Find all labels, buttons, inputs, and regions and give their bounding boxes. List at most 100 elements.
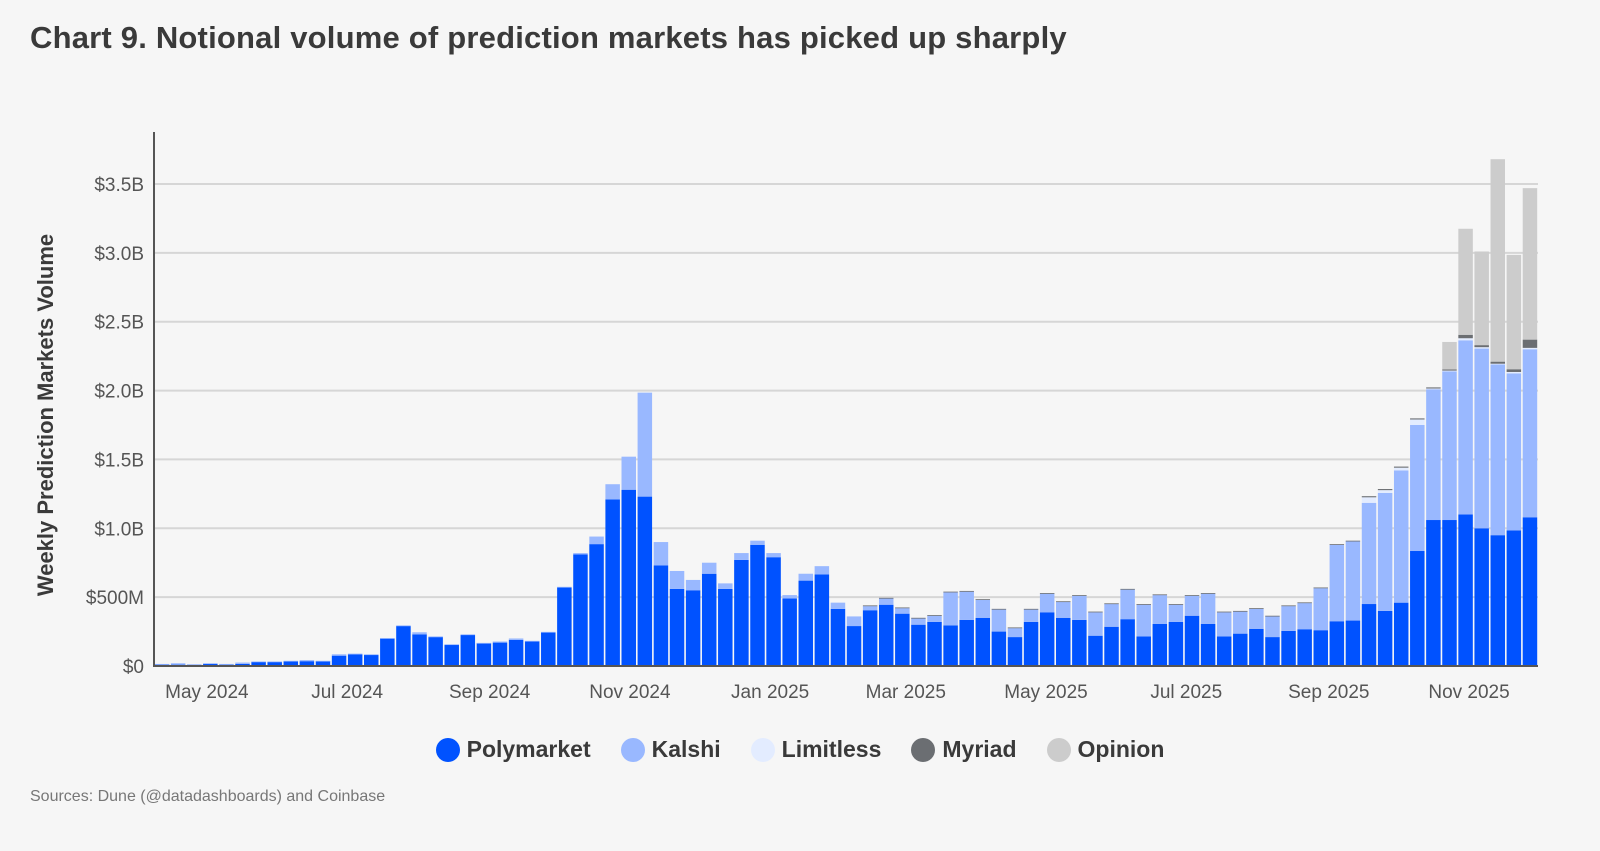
bar-kalshi bbox=[492, 641, 508, 643]
bar-kalshi bbox=[589, 536, 604, 545]
bar-polymarket bbox=[1313, 630, 1328, 666]
bar-polymarket bbox=[718, 588, 733, 666]
bar-kalshi bbox=[701, 562, 717, 574]
bar-polymarket bbox=[1329, 621, 1345, 666]
bar-myriad bbox=[1152, 594, 1168, 596]
bar-kalshi bbox=[460, 634, 476, 636]
bar-kalshi bbox=[1329, 544, 1345, 622]
bar-polymarket bbox=[975, 617, 991, 666]
bar-polymarket bbox=[621, 489, 636, 666]
bar-polymarket bbox=[830, 608, 846, 666]
bar-opinion bbox=[1522, 188, 1538, 340]
legend-label: Limitless bbox=[781, 736, 882, 762]
legend-label: Myriad bbox=[942, 736, 1017, 762]
bar-polymarket bbox=[476, 643, 492, 666]
bar-polymarket bbox=[1522, 517, 1538, 666]
x-tick-label: Sep 2024 bbox=[449, 682, 531, 703]
y-tick-label: $2.5B bbox=[94, 313, 144, 334]
bar-polymarket bbox=[814, 574, 830, 666]
bar-polymarket bbox=[750, 544, 765, 666]
bar-myriad bbox=[895, 607, 910, 609]
bar-myriad bbox=[1490, 361, 1506, 364]
bar-myriad bbox=[1345, 540, 1361, 542]
bar-polymarket bbox=[267, 661, 282, 666]
bar-kalshi bbox=[1313, 588, 1328, 631]
bar-myriad bbox=[1056, 601, 1071, 603]
bar-polymarket bbox=[1152, 623, 1168, 666]
bar-polymarket bbox=[1410, 551, 1425, 666]
bar-polymarket bbox=[1297, 629, 1312, 666]
bar-kalshi bbox=[283, 660, 299, 662]
bar-kalshi bbox=[1377, 492, 1393, 611]
bar-kalshi bbox=[1361, 502, 1377, 605]
bar-opinion bbox=[1474, 251, 1489, 346]
bar-polymarket bbox=[1265, 637, 1280, 666]
bar-kalshi bbox=[1216, 612, 1232, 637]
bar-kalshi bbox=[1136, 604, 1151, 637]
bar-myriad bbox=[975, 599, 991, 601]
bar-kalshi bbox=[267, 661, 282, 663]
x-tick-label: May 2024 bbox=[165, 682, 249, 703]
bar-kalshi bbox=[1490, 364, 1506, 536]
bar-kalshi bbox=[1152, 595, 1168, 624]
bar-polymarket bbox=[1072, 619, 1087, 666]
bar-polymarket bbox=[283, 661, 299, 666]
bar-polymarket bbox=[1039, 612, 1055, 666]
bar-polymarket bbox=[589, 544, 604, 666]
opinion-swatch-icon bbox=[1046, 737, 1071, 762]
bar-polymarket bbox=[1120, 619, 1135, 666]
bar-kalshi bbox=[750, 540, 765, 545]
legend-label: Polymarket bbox=[466, 736, 591, 762]
bar-kalshi bbox=[685, 579, 701, 591]
x-tick-label: Mar 2025 bbox=[866, 682, 946, 703]
bar-kalshi bbox=[170, 663, 186, 665]
bar-myriad bbox=[1426, 387, 1441, 389]
bar-kalshi bbox=[541, 631, 556, 633]
bar-kalshi bbox=[524, 640, 540, 642]
x-tick-label: Jul 2024 bbox=[311, 682, 383, 703]
gridlines bbox=[154, 183, 1538, 599]
bar-myriad bbox=[1184, 595, 1200, 596]
myriad-swatch-icon bbox=[911, 737, 936, 762]
bar-limitless bbox=[1442, 370, 1457, 372]
x-tick-label: Sep 2025 bbox=[1288, 682, 1369, 703]
bar-polymarket bbox=[1233, 633, 1248, 666]
bar-polymarket bbox=[1506, 530, 1522, 666]
bar-kalshi bbox=[1007, 628, 1023, 638]
bar-polymarket bbox=[460, 635, 476, 666]
bar-polymarket bbox=[1458, 514, 1473, 666]
bar-polymarket bbox=[1136, 636, 1151, 666]
bar-opinion bbox=[1442, 341, 1457, 370]
bar-polymarket bbox=[685, 590, 701, 666]
bar-opinion bbox=[1458, 228, 1473, 335]
bar-kalshi bbox=[444, 644, 459, 646]
bar-polymarket bbox=[1007, 637, 1023, 666]
bar-kalshi bbox=[621, 456, 636, 490]
bar-kalshi bbox=[557, 586, 572, 588]
bar-kalshi bbox=[186, 664, 202, 666]
bar-kalshi bbox=[1233, 611, 1248, 634]
bar-polymarket bbox=[1249, 628, 1264, 666]
legend-item-polymarket: Polymarket bbox=[435, 736, 591, 763]
bar-myriad bbox=[1249, 608, 1264, 609]
bar-kalshi bbox=[1410, 425, 1425, 552]
bar-kalshi bbox=[299, 660, 315, 662]
y-tick-label: $1.5B bbox=[94, 450, 144, 471]
x-tick-label: Jan 2025 bbox=[731, 682, 809, 703]
bar-polymarket bbox=[1216, 636, 1232, 666]
bar-kalshi bbox=[219, 663, 234, 665]
bar-polymarket bbox=[911, 624, 926, 666]
bar-polymarket bbox=[299, 661, 315, 666]
bar-kalshi bbox=[1474, 348, 1489, 529]
bar-polymarket bbox=[1426, 520, 1441, 666]
bar-kalshi bbox=[782, 595, 797, 599]
bar-kalshi bbox=[669, 570, 685, 589]
bar-polymarket bbox=[396, 626, 411, 666]
bar-limitless bbox=[1426, 388, 1441, 390]
bar-polymarket bbox=[1184, 615, 1200, 666]
bar-kalshi bbox=[428, 636, 443, 638]
bar-myriad bbox=[1104, 603, 1119, 605]
y-tick-label: $1.0B bbox=[94, 519, 144, 540]
bar-myriad bbox=[1136, 604, 1151, 605]
bar-polymarket bbox=[380, 638, 395, 666]
